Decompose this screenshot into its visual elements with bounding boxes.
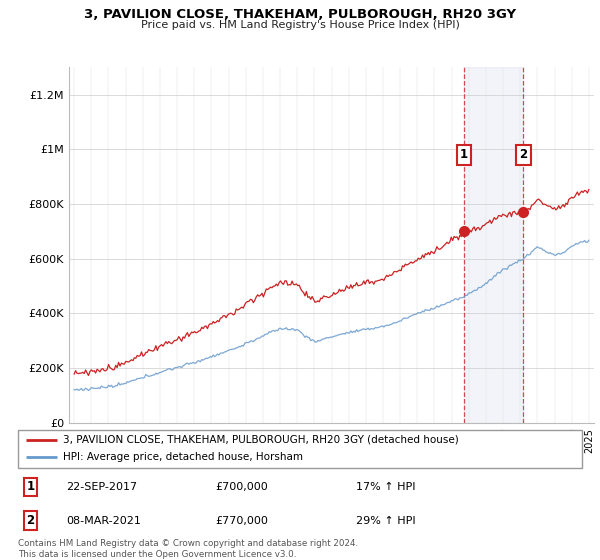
Text: 2: 2 bbox=[519, 148, 527, 161]
Text: Contains HM Land Registry data © Crown copyright and database right 2024.
This d: Contains HM Land Registry data © Crown c… bbox=[18, 539, 358, 559]
Bar bbox=[464, 67, 523, 423]
Text: £700,000: £700,000 bbox=[215, 482, 268, 492]
Text: 17% ↑ HPI: 17% ↑ HPI bbox=[356, 482, 416, 492]
Text: 1: 1 bbox=[26, 480, 34, 493]
FancyBboxPatch shape bbox=[18, 430, 582, 468]
Text: 22-SEP-2017: 22-SEP-2017 bbox=[66, 482, 137, 492]
Text: Price paid vs. HM Land Registry's House Price Index (HPI): Price paid vs. HM Land Registry's House … bbox=[140, 20, 460, 30]
Text: 08-MAR-2021: 08-MAR-2021 bbox=[66, 516, 141, 525]
Text: 2: 2 bbox=[26, 514, 34, 527]
Text: HPI: Average price, detached house, Horsham: HPI: Average price, detached house, Hors… bbox=[63, 452, 303, 463]
Text: £770,000: £770,000 bbox=[215, 516, 268, 525]
Text: 29% ↑ HPI: 29% ↑ HPI bbox=[356, 516, 416, 525]
Text: 3, PAVILION CLOSE, THAKEHAM, PULBOROUGH, RH20 3GY: 3, PAVILION CLOSE, THAKEHAM, PULBOROUGH,… bbox=[84, 8, 516, 21]
Text: 1: 1 bbox=[460, 148, 468, 161]
Text: 3, PAVILION CLOSE, THAKEHAM, PULBOROUGH, RH20 3GY (detached house): 3, PAVILION CLOSE, THAKEHAM, PULBOROUGH,… bbox=[63, 435, 459, 445]
